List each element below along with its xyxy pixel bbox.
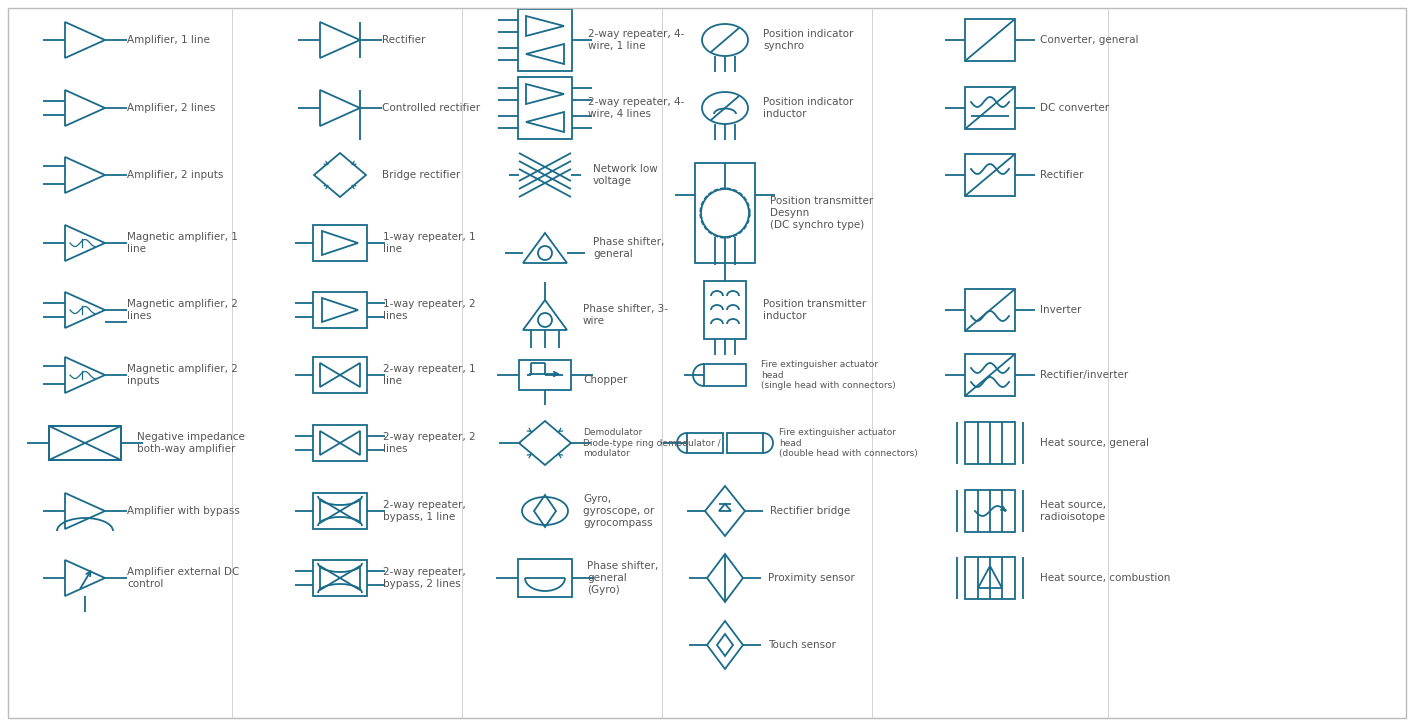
- Text: Phase shifter, 3-
wire: Phase shifter, 3- wire: [583, 304, 667, 326]
- Text: Converter, general: Converter, general: [1041, 35, 1138, 45]
- Bar: [964, 557, 1015, 599]
- Text: Heat source,
radioisotope: Heat source, radioisotope: [1041, 500, 1106, 522]
- Bar: [518, 559, 573, 597]
- Bar: [312, 560, 368, 596]
- Text: Rectifier: Rectifier: [382, 35, 426, 45]
- Text: DC converter: DC converter: [1041, 103, 1109, 113]
- Text: Proximity sensor: Proximity sensor: [768, 573, 854, 583]
- Text: Fire extinguisher actuator
head
(single head with connectors): Fire extinguisher actuator head (single …: [761, 360, 895, 390]
- Text: Amplifier, 1 line: Amplifier, 1 line: [127, 35, 209, 45]
- Bar: [964, 422, 1015, 464]
- Text: Phase shifter,
general: Phase shifter, general: [592, 237, 665, 258]
- Text: Network low
voltage: Network low voltage: [592, 164, 658, 186]
- Bar: [696, 163, 755, 263]
- Text: Position transmitter
inductor: Position transmitter inductor: [764, 299, 867, 321]
- Text: Position indicator
inductor: Position indicator inductor: [764, 97, 854, 119]
- Text: Amplifier, 2 lines: Amplifier, 2 lines: [127, 103, 215, 113]
- Text: Bridge rectifier: Bridge rectifier: [382, 170, 460, 180]
- Bar: [964, 490, 1015, 532]
- Bar: [704, 364, 747, 386]
- Text: 2-way repeater, 4-
wire, 1 line: 2-way repeater, 4- wire, 1 line: [588, 29, 684, 51]
- Bar: [687, 433, 723, 453]
- Text: Heat source, combustion: Heat source, combustion: [1041, 573, 1171, 583]
- Text: Amplifier external DC
control: Amplifier external DC control: [127, 567, 239, 589]
- Bar: [312, 225, 368, 261]
- Text: 2-way repeater,
bypass, 2 lines: 2-way repeater, bypass, 2 lines: [383, 567, 465, 589]
- Text: Demodulator
Diode-type ring demodulator /
modulator: Demodulator Diode-type ring demodulator …: [583, 428, 721, 458]
- Text: Position indicator
synchro: Position indicator synchro: [764, 29, 854, 51]
- Bar: [312, 357, 368, 393]
- Text: Heat source, general: Heat source, general: [1041, 438, 1150, 448]
- Bar: [964, 87, 1015, 129]
- Bar: [727, 433, 764, 453]
- Bar: [518, 9, 573, 71]
- Text: Negative impedance
both-way amplifier: Negative impedance both-way amplifier: [137, 432, 245, 454]
- Text: Touch sensor: Touch sensor: [768, 640, 836, 650]
- Text: Magnetic amplifier, 2
inputs: Magnetic amplifier, 2 inputs: [127, 364, 238, 386]
- Bar: [964, 154, 1015, 196]
- Text: Fire extinguisher actuator
head
(double head with connectors): Fire extinguisher actuator head (double …: [779, 428, 918, 458]
- Text: Rectifier/inverter: Rectifier/inverter: [1041, 370, 1128, 380]
- Bar: [964, 354, 1015, 396]
- Text: Rectifier: Rectifier: [1041, 170, 1083, 180]
- Bar: [519, 360, 571, 390]
- Text: 1-way repeater, 2
lines: 1-way repeater, 2 lines: [383, 299, 475, 321]
- Text: Magnetic amplifier, 2
lines: Magnetic amplifier, 2 lines: [127, 299, 238, 321]
- Bar: [312, 292, 368, 328]
- Bar: [312, 425, 368, 461]
- Text: Inverter: Inverter: [1041, 305, 1082, 315]
- Bar: [964, 19, 1015, 61]
- Bar: [518, 77, 573, 139]
- Text: 2-way repeater,
bypass, 1 line: 2-way repeater, bypass, 1 line: [383, 500, 465, 522]
- Text: Gyro,
gyroscope, or
gyrocompass: Gyro, gyroscope, or gyrocompass: [583, 494, 655, 528]
- Text: Controlled rectifier: Controlled rectifier: [382, 103, 481, 113]
- Text: Chopper: Chopper: [583, 375, 628, 385]
- Bar: [704, 281, 747, 339]
- Text: Magnetic amplifier, 1
line: Magnetic amplifier, 1 line: [127, 232, 238, 254]
- Text: Position transmitter
Desynn
(DC synchro type): Position transmitter Desynn (DC synchro …: [771, 197, 874, 229]
- Text: 2-way repeater, 4-
wire, 4 lines: 2-way repeater, 4- wire, 4 lines: [588, 97, 684, 119]
- Bar: [312, 493, 368, 529]
- Text: 2-way repeater, 1
line: 2-way repeater, 1 line: [383, 364, 475, 386]
- Text: 2-way repeater, 2
lines: 2-way repeater, 2 lines: [383, 432, 475, 454]
- Text: Amplifier with bypass: Amplifier with bypass: [127, 506, 240, 516]
- Bar: [49, 426, 122, 460]
- Text: Rectifier bridge: Rectifier bridge: [771, 506, 850, 516]
- Text: Phase shifter,
general
(Gyro): Phase shifter, general (Gyro): [587, 561, 659, 595]
- Bar: [964, 289, 1015, 331]
- Text: Amplifier, 2 inputs: Amplifier, 2 inputs: [127, 170, 223, 180]
- Text: 1-way repeater, 1
line: 1-way repeater, 1 line: [383, 232, 475, 254]
